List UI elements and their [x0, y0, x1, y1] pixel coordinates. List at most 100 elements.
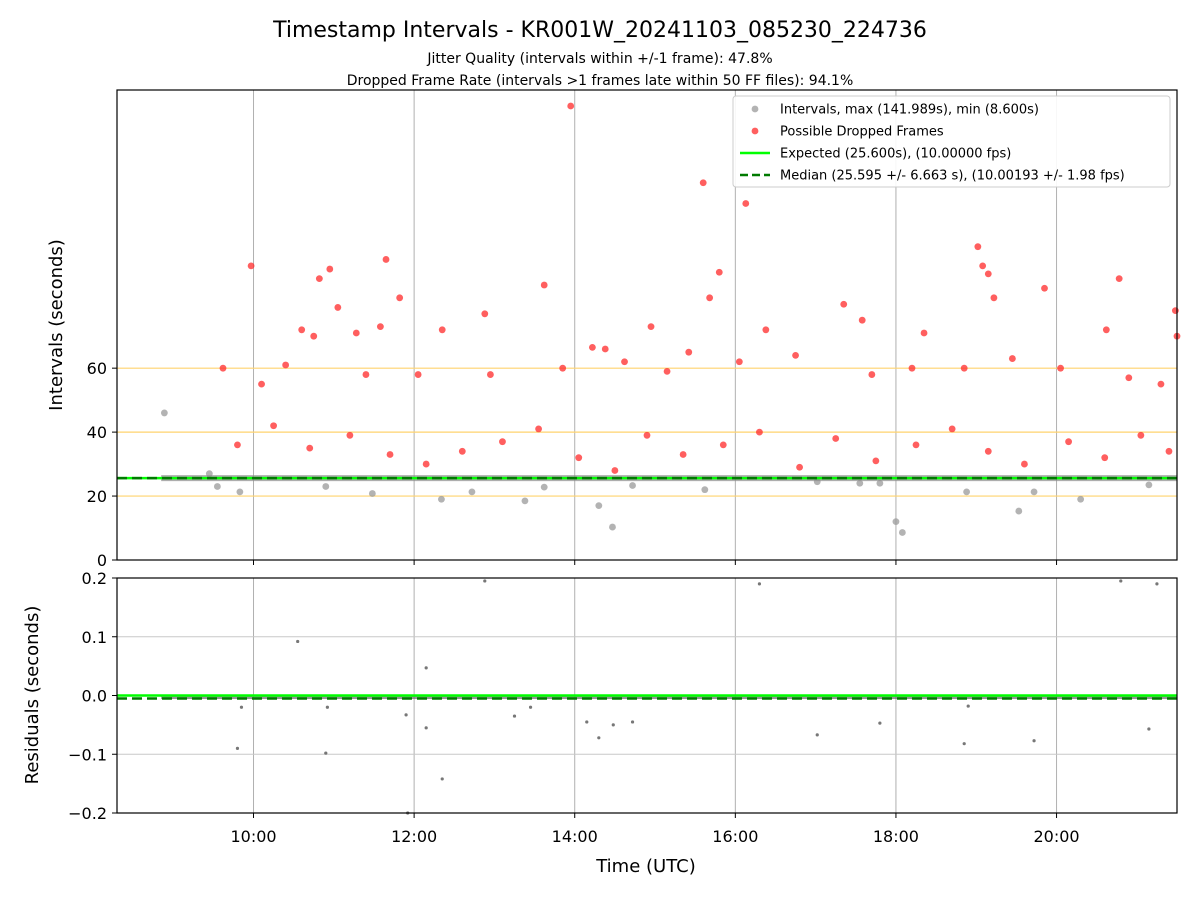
dropped-frame-point	[792, 351, 799, 359]
dropped-frame-point	[438, 326, 446, 334]
dropped-frame-point	[567, 102, 575, 110]
residual-point	[239, 705, 244, 709]
residual-point	[296, 639, 300, 644]
x-tick-label: 20:00	[1033, 827, 1079, 846]
x-tick-label: 10:00	[230, 827, 276, 846]
legend: Intervals, max (141.989s), min (8.600s) P…	[732, 95, 1171, 188]
dropped-frame-point	[685, 348, 693, 356]
y-tick-label: 0.0	[82, 687, 107, 706]
legend-marker	[751, 105, 759, 113]
residual-point	[966, 704, 970, 708]
dropped-frame-point	[1165, 447, 1173, 455]
residual-point	[483, 579, 487, 583]
dropped-frame-point	[376, 323, 384, 330]
dropped-frame-point	[499, 438, 506, 446]
residual-point	[1155, 582, 1159, 586]
dropped-frame-point	[948, 425, 956, 433]
legend-label: Expected (25.600s), (10.00000 fps)	[780, 147, 1011, 162]
dropped-frame-point	[487, 371, 494, 378]
dropped-frame-point	[1021, 460, 1028, 468]
dropped-frame-point	[1057, 364, 1064, 372]
dropped-frame-point	[1065, 438, 1072, 446]
x-tick-label: 18:00	[873, 827, 919, 846]
dropped-frame-point	[908, 364, 916, 372]
dropped-frame-point	[1102, 326, 1110, 334]
interval-point	[213, 483, 221, 490]
dropped-frame-point	[601, 345, 609, 353]
interval-point	[701, 486, 709, 494]
legend-label: Intervals, max (141.989s), min (8.600s)	[780, 103, 1039, 118]
interval-point	[160, 409, 168, 417]
chart-subtitle-dropped: Dropped Frame Rate (intervals >1 frames …	[347, 73, 854, 89]
y-tick-label: −0.2	[68, 804, 107, 823]
dropped-frame-point	[326, 265, 334, 273]
dropped-frame-point	[984, 270, 992, 278]
dropped-frame-point	[458, 447, 466, 455]
interval-point	[898, 529, 906, 536]
dropped-frame-point	[832, 435, 840, 442]
dropped-frame-point	[719, 441, 727, 449]
dropped-frame-point	[796, 463, 803, 471]
legend-label: Median (25.595 +/- 6.663 s), (10.00193 +…	[780, 169, 1125, 184]
dropped-frame-point	[762, 326, 770, 334]
x-tick-label: 12:00	[391, 827, 437, 846]
dropped-frame-point	[298, 326, 306, 334]
residual-point	[585, 720, 589, 724]
dropped-frame-point	[282, 361, 290, 369]
dropped-frame-point	[310, 332, 318, 340]
residual-point	[404, 713, 408, 717]
dropped-frame-point	[663, 367, 671, 375]
dropped-frame-point	[588, 343, 596, 351]
residual-point	[962, 742, 966, 746]
dropped-frame-point	[1115, 275, 1123, 283]
dropped-frame-point	[984, 447, 992, 455]
residual-point	[424, 666, 428, 670]
dropped-frame-point	[621, 358, 628, 366]
y-tick-label: −0.1	[68, 745, 107, 764]
x-tick-label: 16:00	[712, 827, 758, 846]
dropped-frame-point	[234, 441, 241, 449]
interval-point	[892, 518, 900, 526]
dropped-frame-point	[362, 371, 370, 378]
interval-point	[438, 495, 445, 503]
dropped-frame-point	[306, 444, 314, 452]
interval-point	[963, 488, 971, 496]
interval-point	[876, 479, 884, 487]
y-tick-label: 40	[87, 423, 107, 442]
residual-point	[1147, 727, 1151, 731]
dropped-frame-point	[990, 294, 998, 302]
interval-point	[468, 488, 476, 496]
interval-point	[595, 502, 603, 510]
residual-point	[424, 726, 428, 730]
dropped-frame-point	[1171, 307, 1179, 315]
dropped-frame-point	[481, 310, 489, 318]
dropped-frame-point	[1101, 454, 1109, 462]
dropped-frame-point	[559, 364, 567, 372]
plot-frame	[116, 577, 1178, 814]
intervals-panel: 0 20 40 60 Intervals, max (141.989s), min (8…	[87, 89, 1181, 570]
interval-point	[609, 523, 616, 531]
dropped-frame-point	[872, 457, 880, 465]
legend-box	[732, 95, 1171, 188]
bottom-y-axis-label: Residuals (seconds)	[22, 606, 43, 785]
dropped-frame-point	[979, 262, 987, 270]
dropped-frame-point	[840, 300, 848, 308]
residual-point	[440, 777, 444, 781]
dropped-frame-point	[258, 380, 265, 388]
y-tick-label: 60	[87, 359, 107, 378]
x-axis-label: Time (UTC)	[595, 856, 696, 877]
residual-point	[512, 714, 517, 718]
dropped-frame-point	[1125, 374, 1133, 382]
dropped-frame-point	[735, 358, 743, 366]
dropped-frame-point	[219, 364, 227, 372]
legend-label: Possible Dropped Frames	[780, 125, 944, 140]
dropped-frame-point	[868, 371, 876, 378]
residual-point	[630, 720, 635, 724]
dropped-frame-point	[1008, 355, 1016, 362]
dropped-frame-point	[352, 329, 360, 337]
residual-point	[878, 721, 882, 725]
dropped-frame-point	[334, 304, 342, 311]
residual-point	[324, 751, 328, 755]
dropped-frame-point	[643, 431, 651, 439]
